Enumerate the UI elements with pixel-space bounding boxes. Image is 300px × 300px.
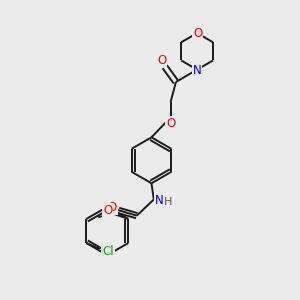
Text: Cl: Cl	[102, 245, 114, 258]
Text: H: H	[164, 197, 173, 207]
Text: O: O	[107, 201, 117, 214]
Text: O: O	[193, 27, 202, 40]
Text: N: N	[155, 194, 164, 207]
Text: O: O	[166, 117, 175, 130]
Text: N: N	[193, 64, 202, 77]
Text: O: O	[157, 54, 167, 67]
Text: O: O	[103, 204, 112, 217]
